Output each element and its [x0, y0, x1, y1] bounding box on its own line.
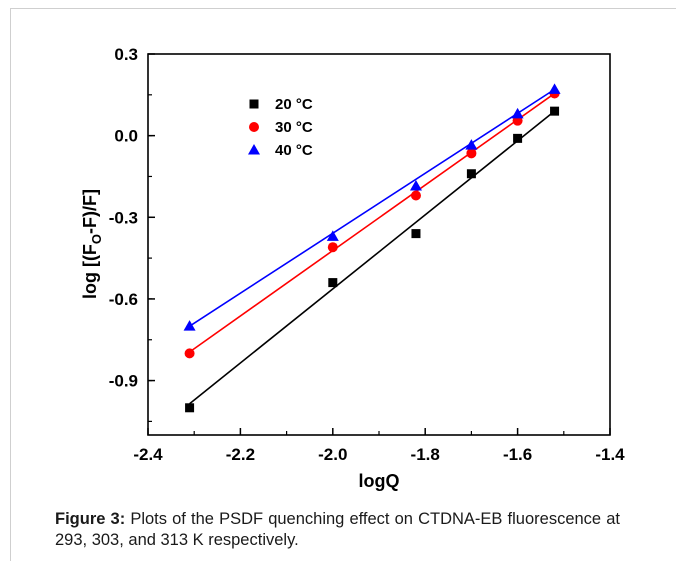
data-point-series-1 [185, 403, 195, 413]
data-point-series-3 [511, 107, 524, 119]
x-tick-label: -2.2 [226, 445, 255, 464]
data-point-series-3 [409, 179, 422, 191]
x-tick-label: -1.8 [411, 445, 440, 464]
data-point-series-2 [184, 348, 195, 359]
x-tick-label: -1.4 [595, 445, 625, 464]
frame-top-border [10, 8, 676, 9]
data-point-series-3 [326, 230, 339, 241]
x-tick-label: -2.0 [318, 445, 347, 464]
y-tick-label: -0.3 [109, 208, 138, 227]
y-tick-label: -0.6 [109, 290, 138, 309]
y-tick-label: 0.3 [114, 45, 138, 64]
data-point-series-1 [328, 278, 338, 288]
fit-line-series-3 [189, 88, 555, 327]
legend-label-series-2: 30 °C [275, 119, 313, 136]
x-tick-label: -2.4 [133, 445, 163, 464]
data-point-series-3 [183, 320, 196, 331]
data-point-series-2 [466, 148, 477, 159]
data-markers [183, 83, 561, 413]
fit-line-series-1 [189, 110, 556, 405]
data-point-series-1 [411, 229, 421, 239]
y-axis-title-subscript: O [89, 234, 104, 244]
fit-line-series-2 [189, 92, 556, 353]
legend: 20 °C 30 °C 40 °C [248, 96, 313, 159]
fit-lines [189, 88, 556, 405]
legend-marker-series-1 [249, 99, 259, 109]
data-point-series-3 [465, 139, 478, 150]
y-axis-title: log [(FO-F)/F] [80, 189, 104, 299]
data-point-series-1 [550, 106, 560, 116]
frame-left-border [10, 8, 11, 561]
plot-area [147, 53, 611, 436]
x-tick-label: -1.6 [503, 445, 532, 464]
data-point-series-1 [513, 133, 523, 143]
y-axis-ticks: -0.9 -0.6 -0.3 0.0 0.3 [109, 45, 155, 422]
data-point-series-1 [466, 169, 476, 179]
legend-label-series-1: 20 °C [275, 96, 313, 113]
y-axis-title-tail: -F)/F] [80, 189, 100, 234]
data-point-series-3 [548, 83, 561, 94]
figure-caption-text: Plots of the PSDF quenching effect on CT… [55, 510, 620, 549]
figure-caption-label: Figure 3: [55, 510, 126, 528]
data-point-series-2 [327, 242, 338, 253]
legend-marker-series-2 [249, 122, 259, 132]
y-axis-title-main: log [(F [80, 244, 100, 299]
y-tick-label: 0.0 [114, 127, 138, 146]
data-point-series-2 [410, 190, 421, 201]
y-tick-label: -0.9 [109, 372, 138, 391]
legend-marker-series-3 [248, 144, 260, 155]
legend-label-series-3: 40 °C [275, 142, 313, 159]
figure-caption: Figure 3: Plots of the PSDF quenching ef… [55, 509, 620, 551]
x-axis-ticks: -2.4 -2.2 -2.0 -1.8 -1.6 -1.4 [133, 428, 625, 464]
chart: -2.4 -2.2 -2.0 -1.8 -1.6 -1.4 -0.9 -0.6 -0.3 0.0… [80, 45, 625, 491]
x-axis-title: logQ [359, 471, 400, 491]
